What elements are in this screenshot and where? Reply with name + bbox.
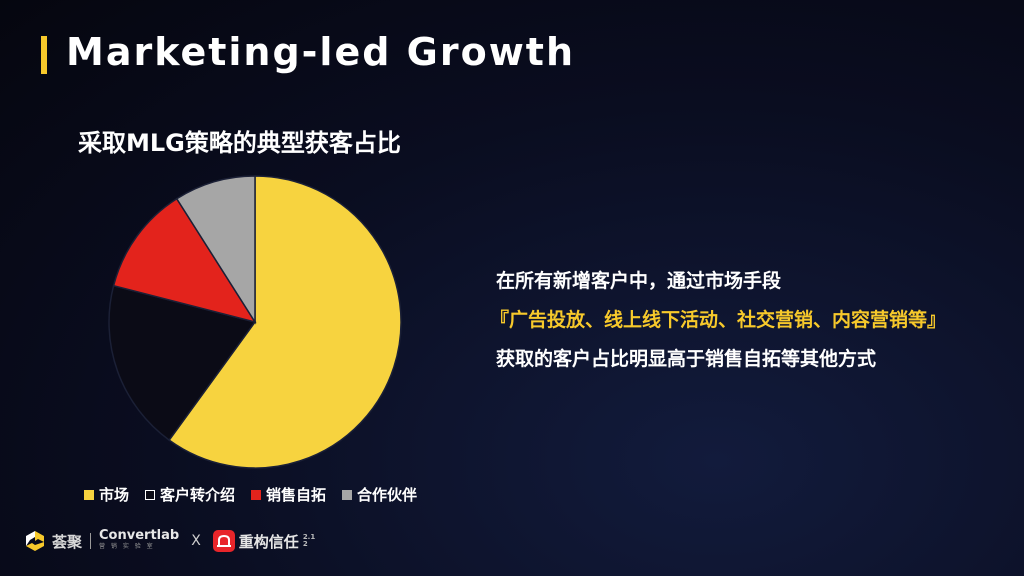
legend-label: 合作伙伴 xyxy=(357,486,418,504)
brand-logo-icon xyxy=(212,530,235,552)
legend-item-referral: 客户转介绍 xyxy=(145,484,235,505)
pie-chart xyxy=(108,175,402,469)
huiju-logo-icon xyxy=(26,531,44,551)
convertlab-subtitle: 营 销 实 验 室 xyxy=(99,543,155,550)
convertlab-brand: Convertlab 营 销 实 验 室 xyxy=(99,528,180,552)
pie-slice-referral xyxy=(108,284,257,442)
pie-slice-market xyxy=(168,175,402,469)
description-text: 在所有新增客户中，通过市场手段 『广告投放、线上线下活动、社交营销、内容营销等』… xyxy=(490,262,946,379)
description-line-3: 获取的客户占比明显高于销售自拓等其他方式 xyxy=(496,348,877,370)
legend-label: 市场 xyxy=(99,486,130,504)
legend-item-sales: 销售自拓 xyxy=(251,484,326,505)
description-line-1: 在所有新增客户中，通过市场手段 xyxy=(496,270,782,292)
huiju-name: 荟聚 xyxy=(52,532,83,551)
footer-divider xyxy=(90,533,92,549)
footer-logos: 荟聚 Convertlab 营 销 实 验 室 X 重构信任 2.1 2 xyxy=(24,528,315,552)
partner-brand-name: 重构信任 xyxy=(238,532,299,551)
legend-label: 销售自拓 xyxy=(266,486,327,504)
pie-slice-partner xyxy=(175,175,256,325)
brand-separator: X xyxy=(191,533,201,549)
chart-legend: 市场 客户转介绍 销售自拓 合作伙伴 xyxy=(84,484,417,505)
chart-title: 采取MLG策略的典型获客占比 xyxy=(78,129,401,157)
pie-slice-sales xyxy=(112,197,257,324)
page-title: Marketing-led Growth xyxy=(66,30,576,74)
legend-swatch xyxy=(251,489,262,500)
partner-brand: 重构信任 2.1 2 xyxy=(212,530,315,552)
legend-swatch xyxy=(84,489,94,500)
title-accent-bar xyxy=(41,36,47,74)
description-highlight: 『广告投放、线上线下活动、社交营销、内容营销等』 xyxy=(490,309,947,331)
legend-item-market: 市场 xyxy=(84,484,129,505)
legend-swatch xyxy=(145,489,156,500)
huiju-brand: 荟聚 xyxy=(24,530,82,552)
legend-swatch xyxy=(342,489,353,500)
legend-label: 客户转介绍 xyxy=(160,486,236,504)
partner-brand-suffix: 2.1 2 xyxy=(303,534,315,548)
legend-item-partner: 合作伙伴 xyxy=(342,484,417,505)
suffix-top: 2.1 xyxy=(302,533,316,541)
convertlab-name: Convertlab xyxy=(99,528,180,543)
suffix-bottom: 2 xyxy=(302,540,308,548)
